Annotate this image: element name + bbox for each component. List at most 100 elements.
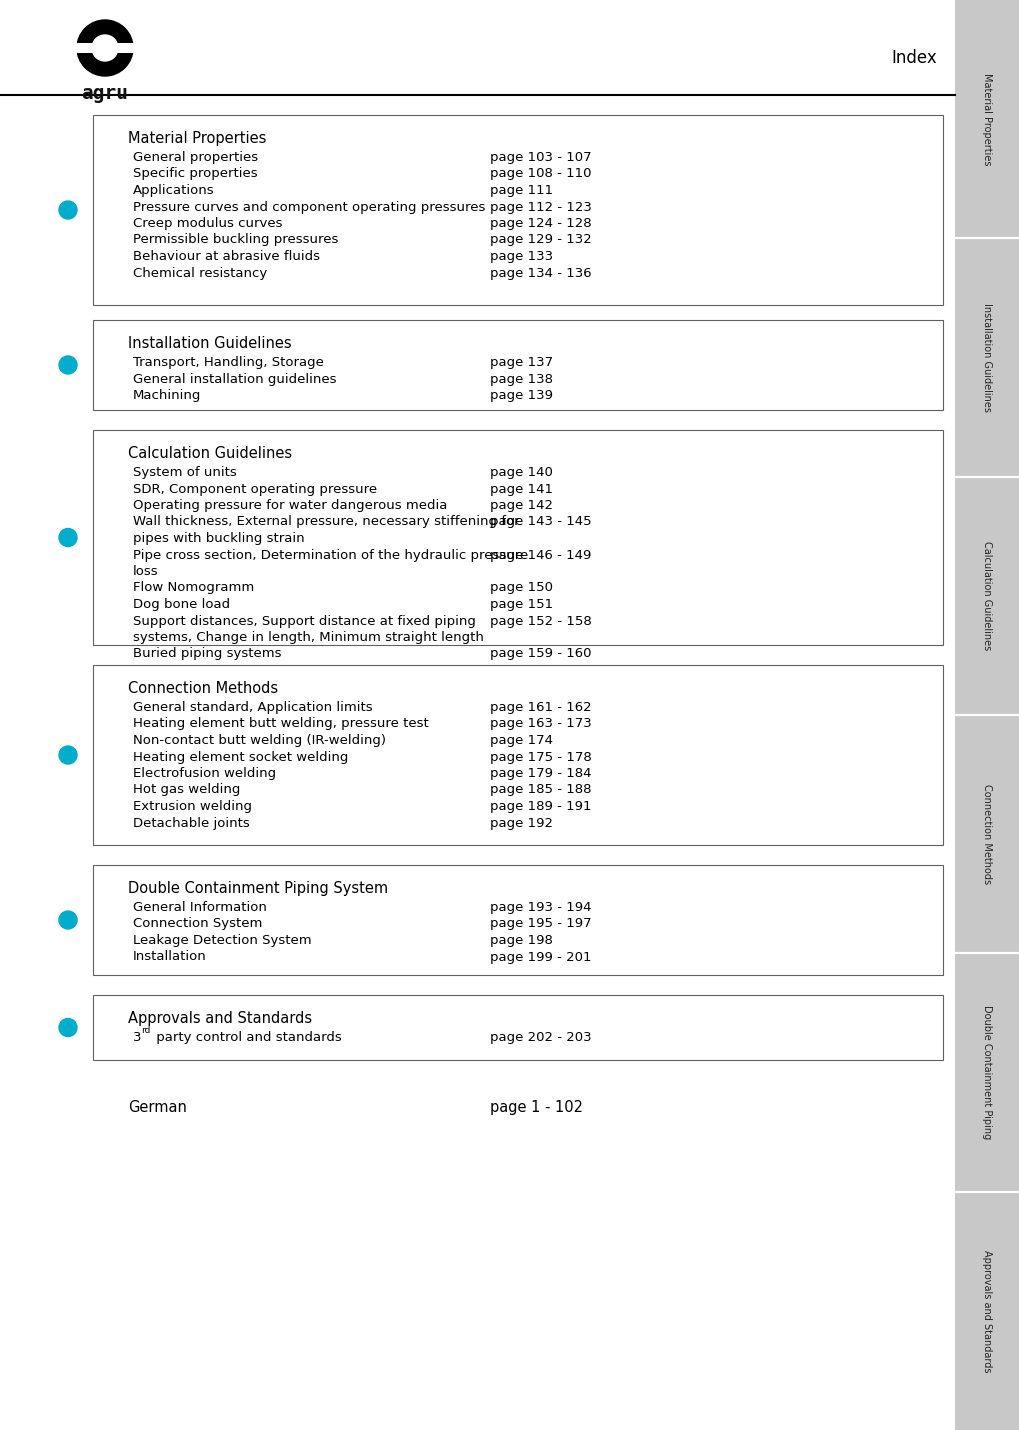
Text: Detachable joints: Detachable joints: [132, 817, 250, 829]
Text: page 192: page 192: [489, 817, 552, 829]
Text: page 174: page 174: [489, 734, 552, 746]
Text: Permissible buckling pressures: Permissible buckling pressures: [132, 233, 338, 246]
Text: Installation Guidelines: Installation Guidelines: [981, 303, 991, 412]
Text: page 159 - 160: page 159 - 160: [489, 648, 591, 661]
Text: page 198: page 198: [489, 934, 552, 947]
Circle shape: [59, 529, 76, 546]
Text: Flow Nomogramm: Flow Nomogramm: [132, 582, 254, 595]
Text: page 161 - 162: page 161 - 162: [489, 701, 591, 714]
Text: page 1 - 102: page 1 - 102: [489, 1100, 583, 1115]
Text: loss: loss: [132, 565, 159, 578]
Text: systems, Change in length, Minimum straight length: systems, Change in length, Minimum strai…: [132, 631, 483, 644]
Text: Chemical resistancy: Chemical resistancy: [132, 266, 267, 279]
Text: pipes with buckling strain: pipes with buckling strain: [132, 532, 305, 545]
Text: page 112 - 123: page 112 - 123: [489, 200, 591, 213]
Text: page 137: page 137: [489, 356, 552, 369]
Text: Installation Guidelines: Installation Guidelines: [127, 336, 291, 350]
Text: Calculation Guidelines: Calculation Guidelines: [127, 446, 291, 460]
Text: page 134 - 136: page 134 - 136: [489, 266, 591, 279]
Text: Dog bone load: Dog bone load: [132, 598, 230, 611]
Text: Hot gas welding: Hot gas welding: [132, 784, 240, 797]
Text: page 175 - 178: page 175 - 178: [489, 751, 591, 764]
Text: Wall thickness, External pressure, necessary stiffening for: Wall thickness, External pressure, neces…: [132, 515, 519, 529]
Circle shape: [59, 911, 76, 930]
Text: page 141: page 141: [489, 482, 552, 496]
Text: Specific properties: Specific properties: [132, 167, 258, 180]
Text: Applications: Applications: [132, 184, 214, 197]
Text: Installation: Installation: [132, 951, 207, 964]
Text: Operating pressure for water dangerous media: Operating pressure for water dangerous m…: [132, 499, 447, 512]
Text: Connection Methods: Connection Methods: [981, 784, 991, 884]
Text: Calculation Guidelines: Calculation Guidelines: [981, 541, 991, 651]
Text: page 179 - 184: page 179 - 184: [489, 766, 591, 779]
Bar: [93, 320, 943, 410]
Text: page 124 - 128: page 124 - 128: [489, 217, 591, 230]
Text: page 142: page 142: [489, 499, 552, 512]
Text: page 185 - 188: page 185 - 188: [489, 784, 591, 797]
Text: Creep modulus curves: Creep modulus curves: [132, 217, 282, 230]
Text: page 195 - 197: page 195 - 197: [489, 918, 591, 931]
Text: page 199 - 201: page 199 - 201: [489, 951, 591, 964]
Bar: [93, 430, 943, 645]
Text: page 152 - 158: page 152 - 158: [489, 615, 591, 628]
Text: General Information: General Information: [132, 901, 267, 914]
Text: page 151: page 151: [489, 598, 552, 611]
Text: page 103 - 107: page 103 - 107: [489, 152, 591, 164]
Text: Approvals and Standards: Approvals and Standards: [127, 1011, 312, 1025]
Circle shape: [59, 356, 76, 375]
Text: General standard, Application limits: General standard, Application limits: [132, 701, 372, 714]
Circle shape: [59, 202, 76, 219]
Text: page 139: page 139: [489, 389, 552, 402]
Text: Material Properties: Material Properties: [127, 132, 266, 146]
Text: Electrofusion welding: Electrofusion welding: [132, 766, 276, 779]
Text: Leakage Detection System: Leakage Detection System: [132, 934, 312, 947]
Text: System of units: System of units: [132, 466, 236, 479]
Text: Index: Index: [891, 49, 936, 67]
Text: page 111: page 111: [489, 184, 552, 197]
Circle shape: [59, 1018, 76, 1037]
Text: SDR, Component operating pressure: SDR, Component operating pressure: [132, 482, 377, 496]
Bar: [954, 0, 1019, 1430]
Text: Support distances, Support distance at fixed piping: Support distances, Support distance at f…: [132, 615, 476, 628]
Text: German: German: [127, 1100, 186, 1115]
Bar: [93, 995, 943, 1060]
Text: page 193 - 194: page 193 - 194: [489, 901, 591, 914]
Text: page 189 - 191: page 189 - 191: [489, 799, 591, 814]
Text: Pressure curves and component operating pressures: Pressure curves and component operating …: [132, 200, 485, 213]
Text: General properties: General properties: [132, 152, 258, 164]
Text: Heating element butt welding, pressure test: Heating element butt welding, pressure t…: [132, 718, 428, 731]
Text: page 140: page 140: [489, 466, 552, 479]
Bar: [93, 865, 943, 975]
Text: Buried piping systems: Buried piping systems: [132, 648, 281, 661]
Text: agru: agru: [82, 84, 128, 103]
Text: party control and standards: party control and standards: [152, 1031, 341, 1044]
Text: 3: 3: [132, 1031, 142, 1044]
Text: Double Containment Piping: Double Containment Piping: [981, 1005, 991, 1140]
Text: Extrusion welding: Extrusion welding: [132, 799, 252, 814]
Bar: [93, 665, 943, 845]
Text: Material Properties: Material Properties: [981, 73, 991, 166]
Text: page 138: page 138: [489, 372, 552, 386]
Circle shape: [76, 20, 132, 76]
Bar: [93, 114, 943, 305]
Text: page 163 - 173: page 163 - 173: [489, 718, 591, 731]
Text: Double Containment Piping System: Double Containment Piping System: [127, 881, 388, 897]
Text: page 146 - 149: page 146 - 149: [489, 549, 591, 562]
Text: page 202 - 203: page 202 - 203: [489, 1031, 591, 1044]
Text: page 108 - 110: page 108 - 110: [489, 167, 591, 180]
Text: Machining: Machining: [132, 389, 201, 402]
Circle shape: [92, 34, 118, 61]
Text: Non-contact butt welding (IR-welding): Non-contact butt welding (IR-welding): [132, 734, 385, 746]
Text: page 143 - 145: page 143 - 145: [489, 515, 591, 529]
Text: Connection System: Connection System: [132, 918, 262, 931]
Text: page 150: page 150: [489, 582, 552, 595]
Bar: [75, 43, 135, 53]
Text: page 129 - 132: page 129 - 132: [489, 233, 591, 246]
Text: Transport, Handling, Storage: Transport, Handling, Storage: [132, 356, 324, 369]
Text: General installation guidelines: General installation guidelines: [132, 372, 336, 386]
Text: Behaviour at abrasive fluids: Behaviour at abrasive fluids: [132, 250, 320, 263]
Text: rd: rd: [141, 1025, 150, 1035]
Circle shape: [59, 746, 76, 764]
Text: Heating element socket welding: Heating element socket welding: [132, 751, 348, 764]
Text: page 133: page 133: [489, 250, 552, 263]
